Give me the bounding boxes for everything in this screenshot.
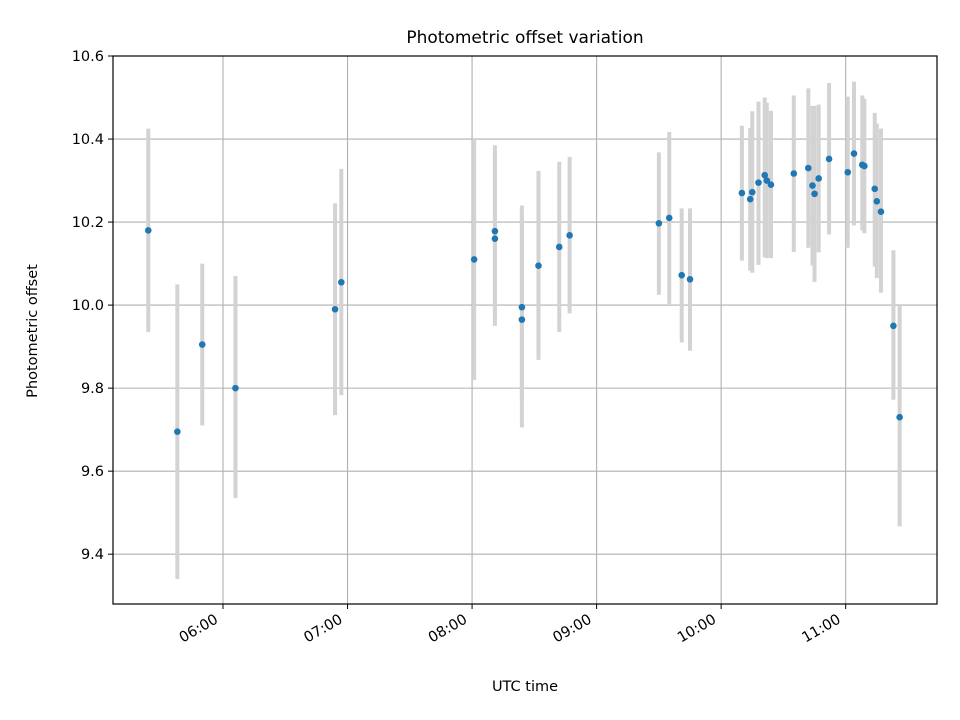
y-tick-label: 9.8 [81, 381, 104, 397]
data-point [665, 214, 673, 222]
data-point [805, 164, 812, 172]
data-point [738, 189, 746, 197]
data-point [518, 303, 526, 311]
data-point [198, 341, 206, 348]
data-point [811, 190, 818, 198]
data-point [790, 170, 798, 177]
y-tick-label: 9.6 [81, 464, 104, 480]
data-point [535, 262, 542, 269]
data-point [746, 195, 754, 203]
y-tick-label: 10.4 [72, 132, 104, 148]
x-axis-label: UTC time [492, 679, 558, 695]
chart-title: Photometric offset variation [406, 28, 643, 48]
x-tick-label: 07:00 [301, 612, 345, 647]
data-point [763, 177, 771, 184]
x-tick-label: 06:00 [177, 612, 221, 647]
data-point [748, 188, 756, 196]
data-point [761, 171, 769, 179]
data-point [844, 168, 852, 176]
data-point [809, 182, 816, 189]
data-point [655, 220, 663, 227]
y-tick-label: 10.6 [72, 49, 104, 65]
data-point [896, 413, 903, 421]
errorbars [146, 81, 902, 580]
y-axis-label: Photometric offset [25, 264, 41, 398]
data-point [174, 428, 181, 436]
data-point [491, 235, 499, 242]
data-point [338, 278, 345, 286]
data-point [850, 150, 858, 157]
data-point [491, 227, 499, 235]
data-point [566, 232, 573, 239]
data-point [470, 256, 478, 263]
y-tick-label: 10.0 [72, 298, 104, 314]
y-tick-label: 9.4 [81, 547, 104, 563]
x-tick-label: 09:00 [550, 612, 594, 647]
data-point [815, 175, 822, 182]
axes-frame [112, 55, 938, 605]
data-point [232, 384, 239, 392]
y-tick-label: 10.2 [72, 215, 104, 231]
data-point [890, 322, 897, 330]
data-point [767, 181, 775, 188]
data-point [144, 227, 152, 234]
data-point [861, 162, 868, 170]
x-tick-label: 08:00 [426, 612, 470, 647]
data-point [871, 185, 879, 193]
data-point [331, 305, 339, 313]
x-tick-label: 10:00 [675, 612, 719, 647]
data-point [686, 276, 694, 283]
data-point [877, 208, 885, 215]
x-tick-label: 11:00 [799, 612, 843, 647]
data-points [144, 150, 903, 436]
data-point [678, 271, 686, 279]
data-point [755, 179, 762, 186]
data-point [518, 316, 526, 323]
data-point [555, 243, 563, 251]
data-point [825, 155, 833, 163]
data-point [873, 198, 881, 205]
